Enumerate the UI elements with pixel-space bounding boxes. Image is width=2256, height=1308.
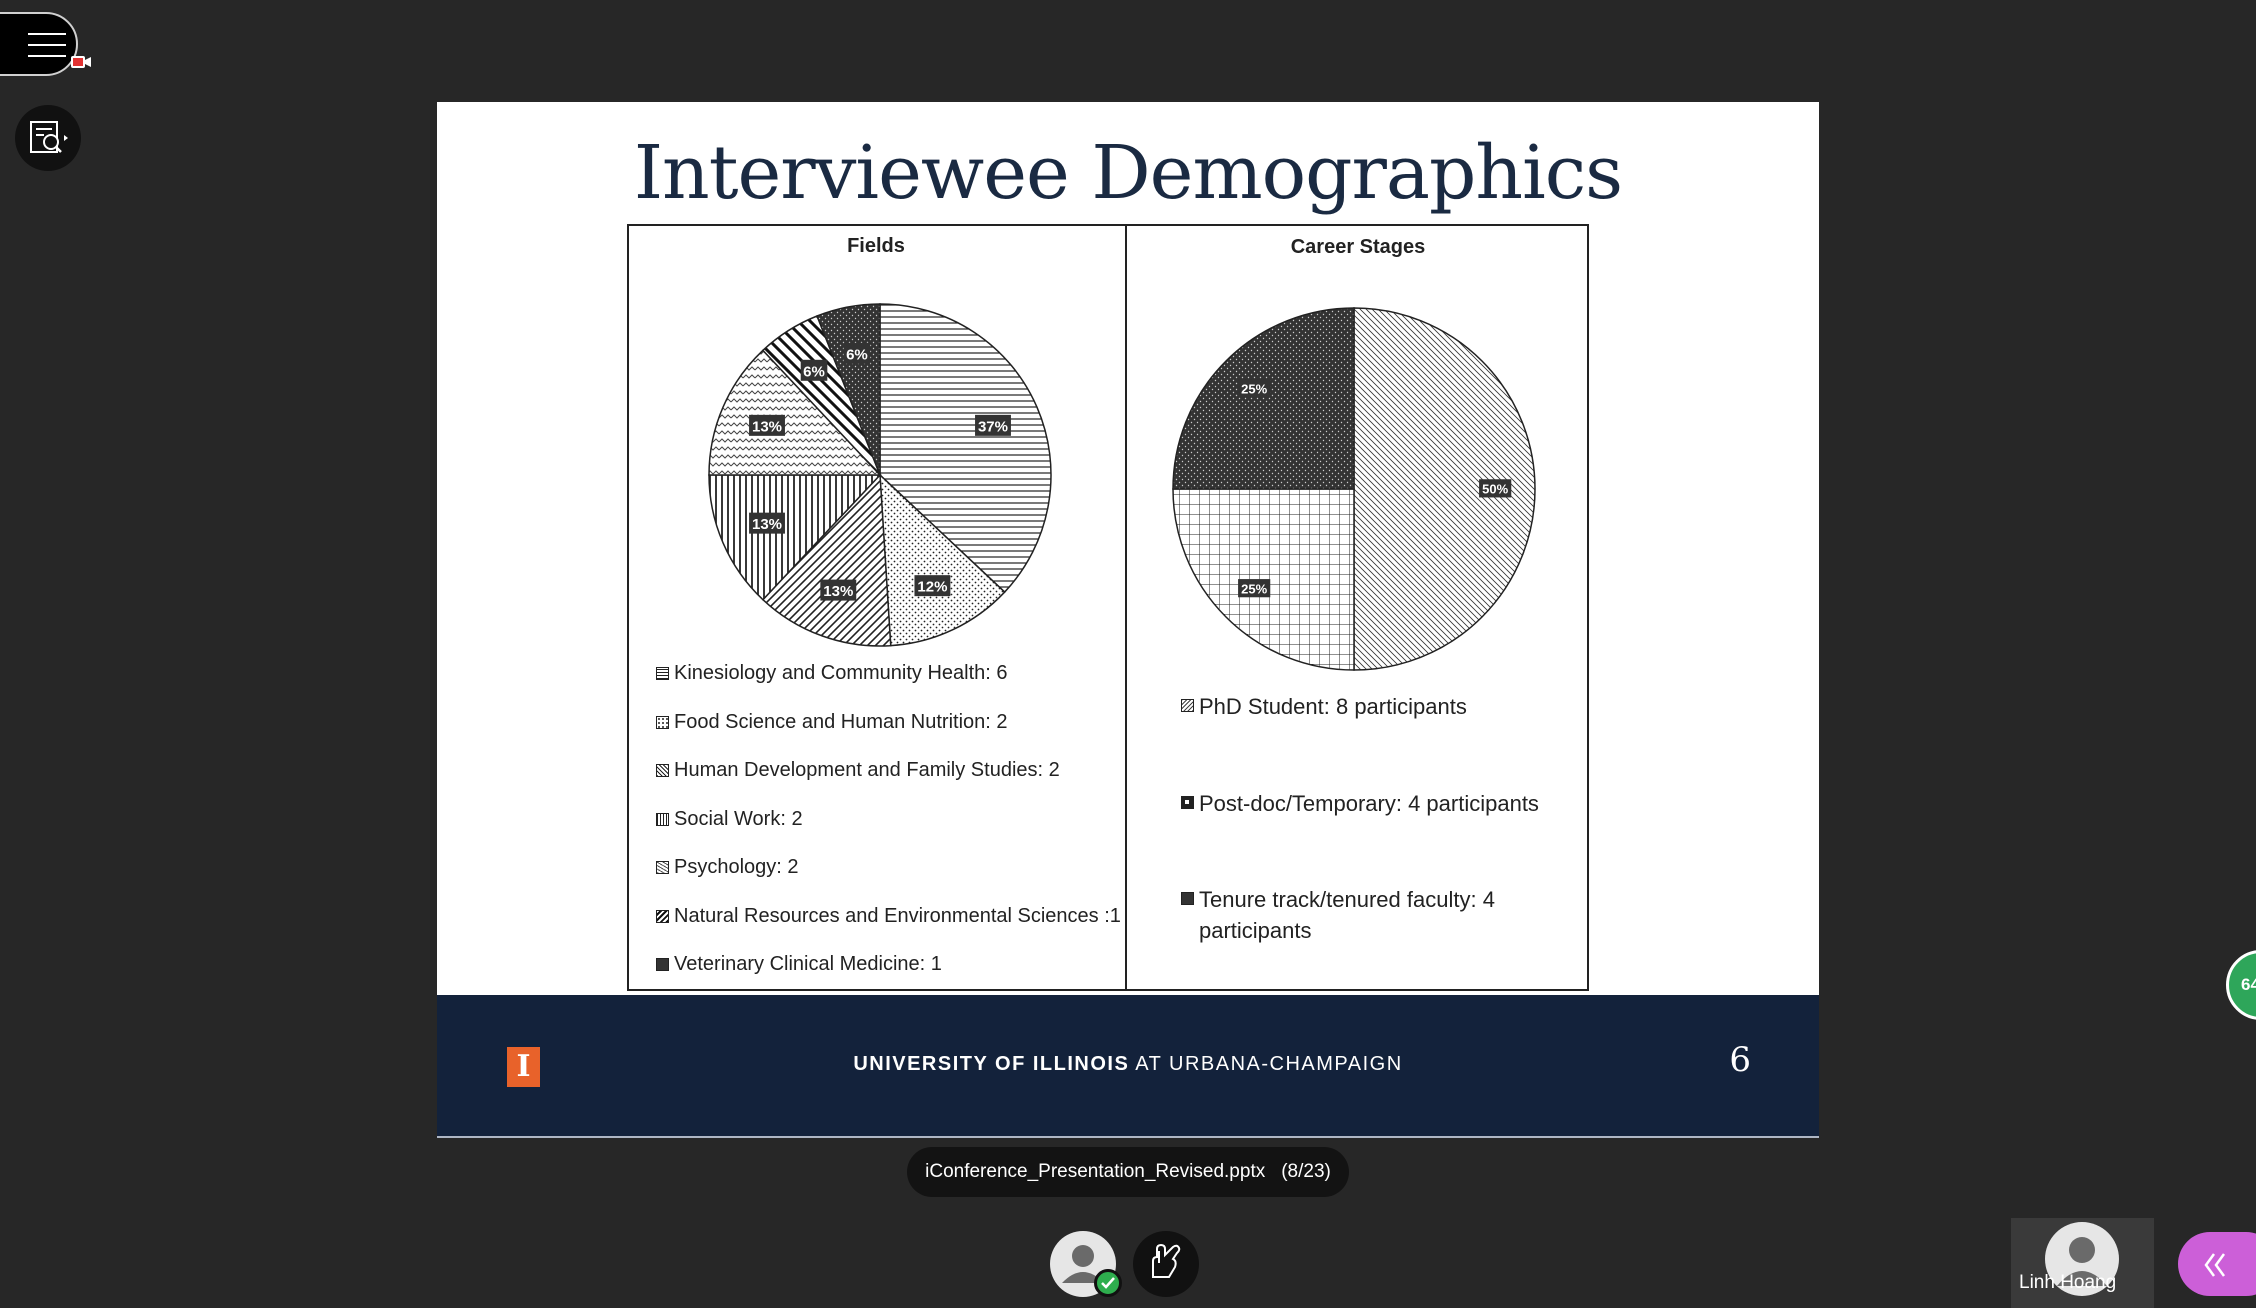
pie-slice-label: 6% <box>843 342 871 364</box>
legend-swatch-icon <box>656 861 669 874</box>
file-name: iConference_Presentation_Revised.pptx <box>925 1161 1266 1182</box>
legend-swatch-icon <box>656 909 669 923</box>
svg-text:50%: 50% <box>1482 482 1508 497</box>
career-legend-item: PhD Student: 8 participants <box>1181 691 1541 722</box>
raise-hand-icon <box>1152 1243 1181 1278</box>
svg-text:6%: 6% <box>803 363 825 380</box>
pie-slice <box>761 473 892 647</box>
career-pie-chart: 50% 25% 25% <box>1172 307 1536 671</box>
collaborate-panel-toggle[interactable] <box>2178 1232 2256 1296</box>
pie-slice <box>1353 307 1536 671</box>
svg-text:13%: 13% <box>823 583 853 600</box>
legend-label: Food Science and Human Nutrition: 2 <box>674 710 1008 733</box>
pie-slice-label: 37% <box>975 414 1011 436</box>
career-legend-item: Tenure track/tenured faculty: 4 particip… <box>1181 884 1541 946</box>
pie-slice-label: 50% <box>1479 479 1512 498</box>
search-document-icon <box>30 121 68 153</box>
legend-label: Psychology: 2 <box>674 856 799 878</box>
fields-legend-item: Food Science and Human Nutrition: 2 <box>656 711 1008 734</box>
fields-legend-item: Human Development and Family Studies: 2 <box>656 759 1060 782</box>
fields-chart-title: Fields <box>847 235 905 257</box>
legend-swatch-icon <box>656 764 669 777</box>
pie-slice <box>708 349 882 476</box>
presentation-slide: Interviewee Demographics Fields Career S… <box>437 102 1819 995</box>
legend-label: Tenure track/tenured faculty: 4 particip… <box>1199 887 1495 943</box>
university-name: UNIVERSITY OF ILLINOIS AT URBANA-CHAMPAI… <box>853 1053 1403 1075</box>
fields-pie-chart: 37% 12% 13% 13% 13% 6% 6% <box>708 303 1052 647</box>
raise-hand-button[interactable] <box>1133 1231 1199 1297</box>
svg-text:13%: 13% <box>752 418 782 435</box>
legend-label: Natural Resources and Environmental Scie… <box>674 904 1121 927</box>
legend-label: Veterinary Clinical Medicine: 1 <box>674 953 942 975</box>
legend-label: Kinesiology and Community Health: 6 <box>674 662 1008 684</box>
legend-swatch-icon <box>656 958 669 971</box>
chart-frame <box>627 224 1589 991</box>
legend-swatch-icon <box>656 667 669 680</box>
university-logo: I <box>507 1047 540 1087</box>
pie-slice-label: 13% <box>749 512 785 534</box>
legend-label: Post-doc/Temporary: 4 participants <box>1199 790 1539 816</box>
svg-text:37%: 37% <box>978 418 1008 435</box>
participant-name: Linh Hoang <box>2019 1272 2117 1293</box>
svg-text:25%: 25% <box>1241 382 1267 397</box>
pie-slice-label: 25% <box>1238 379 1271 398</box>
slide-page-number: 6 <box>1729 1040 1751 1080</box>
legend-swatch-icon <box>1181 892 1194 905</box>
career-legend-item: Post-doc/Temporary: 4 participants <box>1181 788 1541 819</box>
user-avatar-icon <box>1062 1245 1104 1283</box>
hamburger-menu-icon <box>28 33 66 66</box>
pie-slice <box>1172 307 1355 490</box>
legend-label: Human Development and Family Studies: 2 <box>674 759 1060 781</box>
pie-slice-label: 25% <box>1238 579 1271 598</box>
fields-legend-item: Natural Resources and Environmental Scie… <box>656 905 1121 928</box>
pie-slice-label: 6% <box>800 359 828 381</box>
fields-legend-item: Kinesiology and Community Health: 6 <box>656 662 1008 685</box>
career-chart-title: Career Stages <box>1290 236 1426 258</box>
svg-text:6%: 6% <box>846 346 868 363</box>
participant-tile[interactable]: Linh Hoang <box>2011 1218 2154 1308</box>
fields-legend-item: Veterinary Clinical Medicine: 1 <box>656 953 942 976</box>
chart-divider <box>1125 224 1127 991</box>
participant-avatar <box>2045 1222 2119 1296</box>
tools-button[interactable] <box>15 105 81 171</box>
svg-text:12%: 12% <box>917 579 947 596</box>
pie-slice-label: 12% <box>914 575 951 597</box>
slide-footer: I UNIVERSITY OF ILLINOIS AT URBANA-CHAMP… <box>437 995 1819 1138</box>
pie-slice-label: 13% <box>820 579 857 601</box>
fields-legend-item: Social Work: 2 <box>656 808 803 831</box>
fields-legend-item: Psychology: 2 <box>656 856 799 879</box>
pie-slice-label: 13% <box>749 414 785 436</box>
pie-slice <box>879 303 1052 594</box>
legend-swatch-icon <box>1181 795 1194 809</box>
legend-label: PhD Student: 8 participants <box>1199 694 1467 719</box>
legend-swatch-icon <box>656 715 669 729</box>
notification-badge[interactable]: 64 <box>2226 950 2256 1020</box>
legend-swatch-icon <box>656 812 669 826</box>
svg-text:25%: 25% <box>1241 581 1267 596</box>
legend-label: Social Work: 2 <box>674 807 803 830</box>
page-indicator: (8/23) <box>1281 1161 1331 1182</box>
presentation-file-indicator: iConference_Presentation_Revised.pptx (8… <box>907 1147 1349 1197</box>
recording-camera-icon <box>71 56 91 68</box>
pie-slice <box>879 473 1006 647</box>
svg-text:13%: 13% <box>752 516 782 533</box>
legend-swatch-icon <box>1181 699 1194 712</box>
double-chevron-left-icon <box>2204 1253 2226 1277</box>
session-menu-button[interactable] <box>0 12 91 76</box>
pie-slice <box>708 474 882 601</box>
status-check-icon <box>1094 1269 1122 1297</box>
my-status-button[interactable] <box>1050 1231 1122 1297</box>
slide-title: Interviewee Demographics <box>633 130 1623 216</box>
